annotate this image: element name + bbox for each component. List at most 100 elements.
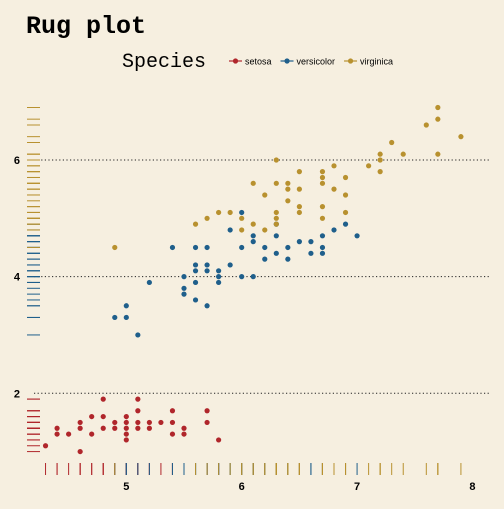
legend-key-setosa [232,58,239,64]
point-versicolor [204,262,210,268]
point-versicolor [285,256,291,262]
point-setosa [169,419,176,426]
x-tick-label: 6 [239,481,245,493]
point-setosa [169,408,176,414]
point-virginica [273,180,279,186]
point-virginica [273,209,279,216]
point-setosa [77,425,83,431]
point-versicolor [204,303,210,309]
x-tick-label: 7 [354,481,360,493]
point-versicolor [273,233,279,239]
point-versicolor [204,244,210,251]
point-setosa [135,396,141,402]
point-virginica [331,186,337,192]
legend-key-virginica [347,58,354,64]
point-setosa [77,448,83,455]
point-setosa [112,425,118,431]
point-setosa [89,431,95,437]
point-virginica [319,169,326,175]
point-virginica [342,174,349,181]
point-setosa [66,431,72,437]
point-versicolor [331,227,337,233]
point-virginica [112,244,118,251]
point-versicolor [354,233,360,239]
point-versicolor [285,244,291,251]
point-versicolor [227,262,233,268]
point-setosa [54,431,60,437]
point-setosa [181,431,187,437]
point-versicolor [273,250,279,256]
x-tick-label: 8 [469,481,475,493]
point-versicolor [169,244,176,251]
point-virginica [296,209,302,216]
point-setosa [89,413,95,420]
point-virginica [319,215,326,221]
data-points [42,104,464,455]
point-versicolor [123,314,129,321]
point-setosa [158,419,164,426]
point-versicolor [181,285,187,291]
point-virginica [273,221,279,227]
point-virginica [319,204,326,210]
tick-labels: 2 4 6 5 6 7 8 [14,155,476,493]
point-versicolor [216,268,222,274]
point-setosa [204,408,210,414]
point-virginica [204,215,210,221]
y-tick-label: 6 [14,155,20,167]
point-setosa [123,425,129,431]
point-versicolor [192,244,199,251]
point-versicolor [239,274,245,280]
point-virginica [296,204,302,210]
x-tick-label: 5 [123,481,129,493]
point-virginica [435,151,441,157]
point-versicolor [181,274,187,280]
point-setosa [181,425,187,431]
point-virginica [192,221,199,227]
point-virginica [435,116,441,122]
point-virginica [285,180,291,186]
point-versicolor [319,244,326,251]
point-virginica [239,227,245,233]
point-virginica [423,122,429,128]
point-virginica [273,157,279,163]
legend-label-virginica: virginica [360,57,393,67]
point-virginica [250,180,256,186]
legend: setosa versicolor virginica [229,57,393,67]
point-setosa [54,425,60,431]
legend-title: Species [122,51,206,74]
point-virginica [319,180,326,186]
point-versicolor [308,250,314,256]
point-virginica [400,151,406,157]
y-tick-label: 4 [14,272,21,284]
point-setosa [135,419,141,426]
point-virginica [435,104,441,111]
point-versicolor [262,244,268,251]
y-tick-label: 2 [14,388,20,400]
point-versicolor [112,314,118,321]
point-versicolor [342,221,349,227]
point-virginica [216,209,222,216]
point-versicolor [250,233,256,239]
point-versicolor [239,244,245,251]
point-virginica [262,192,268,198]
point-virginica [342,209,349,216]
point-versicolor [319,250,326,256]
point-setosa [42,443,49,449]
legend-label-setosa: setosa [245,57,272,67]
point-setosa [169,431,176,437]
point-setosa [123,419,129,426]
point-versicolor [135,332,141,338]
rug-marks [27,106,462,475]
point-virginica [239,215,245,221]
point-versicolor [308,239,314,245]
point-setosa [77,419,83,426]
point-setosa [146,425,152,431]
point-setosa [112,419,118,426]
point-setosa [135,408,141,414]
point-versicolor [216,274,222,280]
legend-key-versicolor [284,58,290,64]
point-versicolor [181,291,187,297]
point-versicolor [192,268,199,274]
point-setosa [123,413,129,420]
